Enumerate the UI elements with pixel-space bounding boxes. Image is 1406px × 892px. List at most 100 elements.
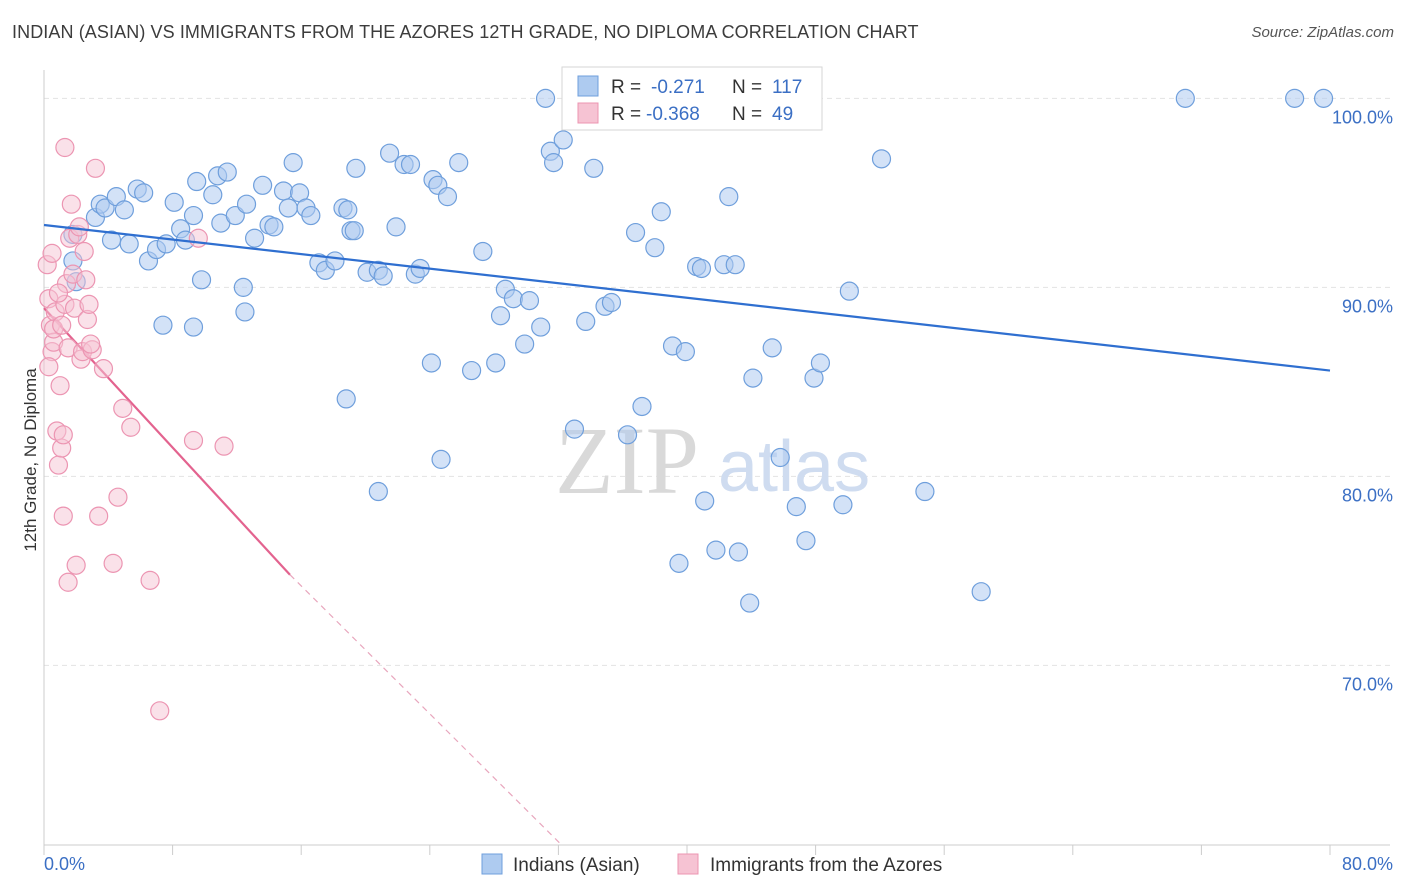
- data-point-indians-asian: [503, 289, 523, 309]
- trend-line-azores-extension: [289, 574, 563, 846]
- data-point-azores: [188, 228, 208, 248]
- data-point-indians-asian: [833, 495, 853, 515]
- chart-source: Source: ZipAtlas.com: [1251, 24, 1394, 41]
- data-point-indians-asian: [253, 175, 273, 195]
- data-point-azores: [53, 506, 73, 526]
- data-point-azores: [121, 417, 141, 437]
- data-point-indians-asian: [119, 234, 139, 254]
- data-point-azores: [58, 572, 78, 592]
- x-tick-label-max: 80.0%: [1342, 854, 1393, 874]
- data-point-indians-asian: [669, 553, 689, 573]
- data-point-indians-asian: [235, 302, 255, 322]
- chart-title: INDIAN (ASIAN) VS IMMIGRANTS FROM THE AZ…: [12, 22, 919, 42]
- blue-trend-line: [43, 223, 1331, 372]
- data-point-azores: [76, 270, 96, 290]
- data-point-indians-asian: [264, 217, 284, 237]
- tick-labels: 100.0% 90.0% 80.0% 70.0% 0.0% 80.0%: [44, 107, 1393, 874]
- data-point-azores: [66, 555, 86, 575]
- data-point-azores: [50, 376, 70, 396]
- data-point-azores: [53, 425, 73, 445]
- data-point-indians-asian: [461, 360, 482, 381]
- data-point-indians-asian: [645, 238, 665, 258]
- legend-box: R = -0.271 N = 117 R = -0.368 N = 49: [561, 66, 823, 131]
- data-point-indians-asian: [740, 593, 760, 613]
- data-point-indians-asian: [617, 425, 638, 445]
- data-point-indians-asian: [519, 291, 540, 311]
- data-point-indians-asian: [543, 153, 564, 173]
- data-point-indians-asian: [373, 266, 393, 286]
- data-point-indians-asian: [553, 130, 573, 150]
- data-point-indians-asian: [233, 277, 253, 297]
- data-point-indians-asian: [971, 582, 991, 602]
- data-point-indians-asian: [564, 419, 585, 439]
- data-point-indians-asian: [576, 311, 596, 332]
- data-point-indians-asian: [915, 481, 935, 502]
- data-point-azores: [140, 570, 160, 590]
- data-point-indians-asian: [486, 353, 506, 373]
- data-point-indians-asian: [651, 202, 671, 222]
- data-point-indians-asian: [164, 192, 184, 212]
- data-point-indians-asian: [95, 198, 115, 218]
- data-point-indians-asian: [114, 200, 134, 220]
- legend-swatch-blue: [577, 75, 599, 97]
- data-point-indians-asian: [368, 481, 388, 502]
- data-point-azores: [39, 357, 59, 377]
- data-point-indians-asian: [770, 447, 790, 468]
- legend-n-value-1: 117: [772, 77, 802, 98]
- data-point-indians-asian: [719, 187, 739, 207]
- axes: [43, 70, 1390, 855]
- data-point-indians-asian: [273, 181, 294, 201]
- data-point-indians-asian: [338, 200, 358, 220]
- data-point-indians-asian: [346, 158, 366, 178]
- y-tick-label: 70.0%: [1342, 674, 1393, 694]
- data-point-indians-asian: [283, 153, 303, 173]
- watermark-atlas: atlas: [718, 427, 870, 507]
- data-point-indians-asian: [706, 540, 726, 560]
- legend-r-label-2: R =: [611, 104, 641, 125]
- data-point-indians-asian: [675, 342, 695, 362]
- data-point-indians-asian: [728, 542, 749, 562]
- pink-points: [37, 137, 234, 721]
- data-point-indians-asian: [134, 183, 154, 203]
- y-tick-label: 90.0%: [1342, 296, 1393, 316]
- bottom-legend: Indians (Asian) Immigrants from the Azor…: [481, 853, 942, 876]
- legend-r-label-1: R =: [611, 77, 641, 98]
- data-point-azores: [150, 701, 170, 721]
- data-point-azores: [52, 315, 72, 335]
- data-point-indians-asian: [490, 306, 511, 326]
- data-point-indians-asian: [691, 258, 712, 279]
- data-point-azores: [183, 430, 204, 451]
- data-point-azores: [214, 436, 234, 456]
- data-point-azores: [61, 194, 81, 214]
- data-point-indians-asian: [810, 353, 831, 373]
- data-point-indians-asian: [278, 198, 298, 218]
- data-point-azores: [108, 487, 128, 507]
- data-point-indians-asian: [449, 153, 469, 173]
- legend-swatch-pink: [577, 102, 599, 124]
- data-point-azores: [93, 359, 114, 379]
- legend-r-value-1: -0.271: [651, 77, 705, 98]
- legend-n-value-2: 49: [772, 104, 793, 125]
- data-point-indians-asian: [531, 317, 551, 337]
- legend-n-label-2: N =: [732, 104, 762, 125]
- data-point-azores: [85, 158, 106, 178]
- data-point-indians-asian: [203, 185, 223, 205]
- grid-lines: [44, 97, 1390, 666]
- data-point-azores: [103, 553, 123, 573]
- data-point-indians-asian: [437, 187, 458, 207]
- data-point-indians-asian: [244, 228, 265, 248]
- data-point-indians-asian: [535, 88, 556, 108]
- data-point-indians-asian: [187, 171, 207, 192]
- data-point-indians-asian: [344, 221, 364, 241]
- data-point-indians-asian: [421, 353, 442, 373]
- legend-n-label-1: N =: [732, 77, 762, 98]
- data-point-indians-asian: [153, 315, 173, 335]
- bottom-legend-label-pink: Immigrants from the Azores: [710, 855, 942, 876]
- watermark: ZIP atlas: [555, 407, 870, 514]
- data-point-azores: [42, 243, 62, 263]
- data-point-indians-asian: [839, 281, 859, 301]
- data-point-indians-asian: [1175, 88, 1195, 108]
- data-point-indians-asian: [725, 255, 745, 275]
- data-point-azores: [89, 506, 109, 526]
- data-point-indians-asian: [191, 270, 212, 290]
